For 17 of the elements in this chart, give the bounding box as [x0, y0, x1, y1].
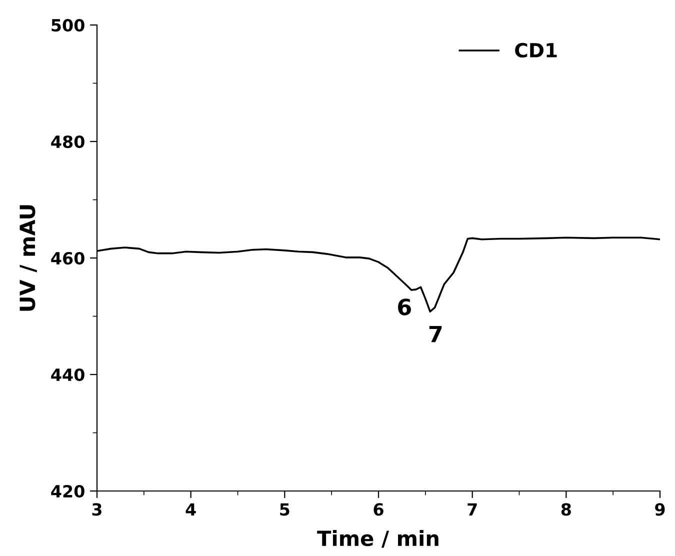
annotation: 7 — [429, 326, 442, 342]
x-tick-label: 3 — [92, 503, 102, 516]
legend-label: CD1 — [515, 42, 557, 58]
y-axis-title: UV / mAU — [20, 205, 37, 311]
x-tick-label: 9 — [655, 503, 665, 516]
y-tick-label: 440 — [51, 368, 84, 382]
y-tick-label: 420 — [51, 484, 84, 498]
x-tick-label: 5 — [280, 503, 290, 516]
x-tick-label: 8 — [561, 503, 571, 516]
y-tick-label: 460 — [51, 252, 84, 265]
x-tick-label: 7 — [468, 503, 477, 516]
y-tick-label: 480 — [51, 135, 84, 148]
x-axis-title: Time / min — [317, 530, 438, 548]
annotation: 6 — [398, 298, 411, 316]
x-tick-label: 4 — [186, 503, 196, 516]
x-tick-label: 6 — [374, 503, 384, 516]
y-tick-label: 500 — [52, 18, 84, 32]
